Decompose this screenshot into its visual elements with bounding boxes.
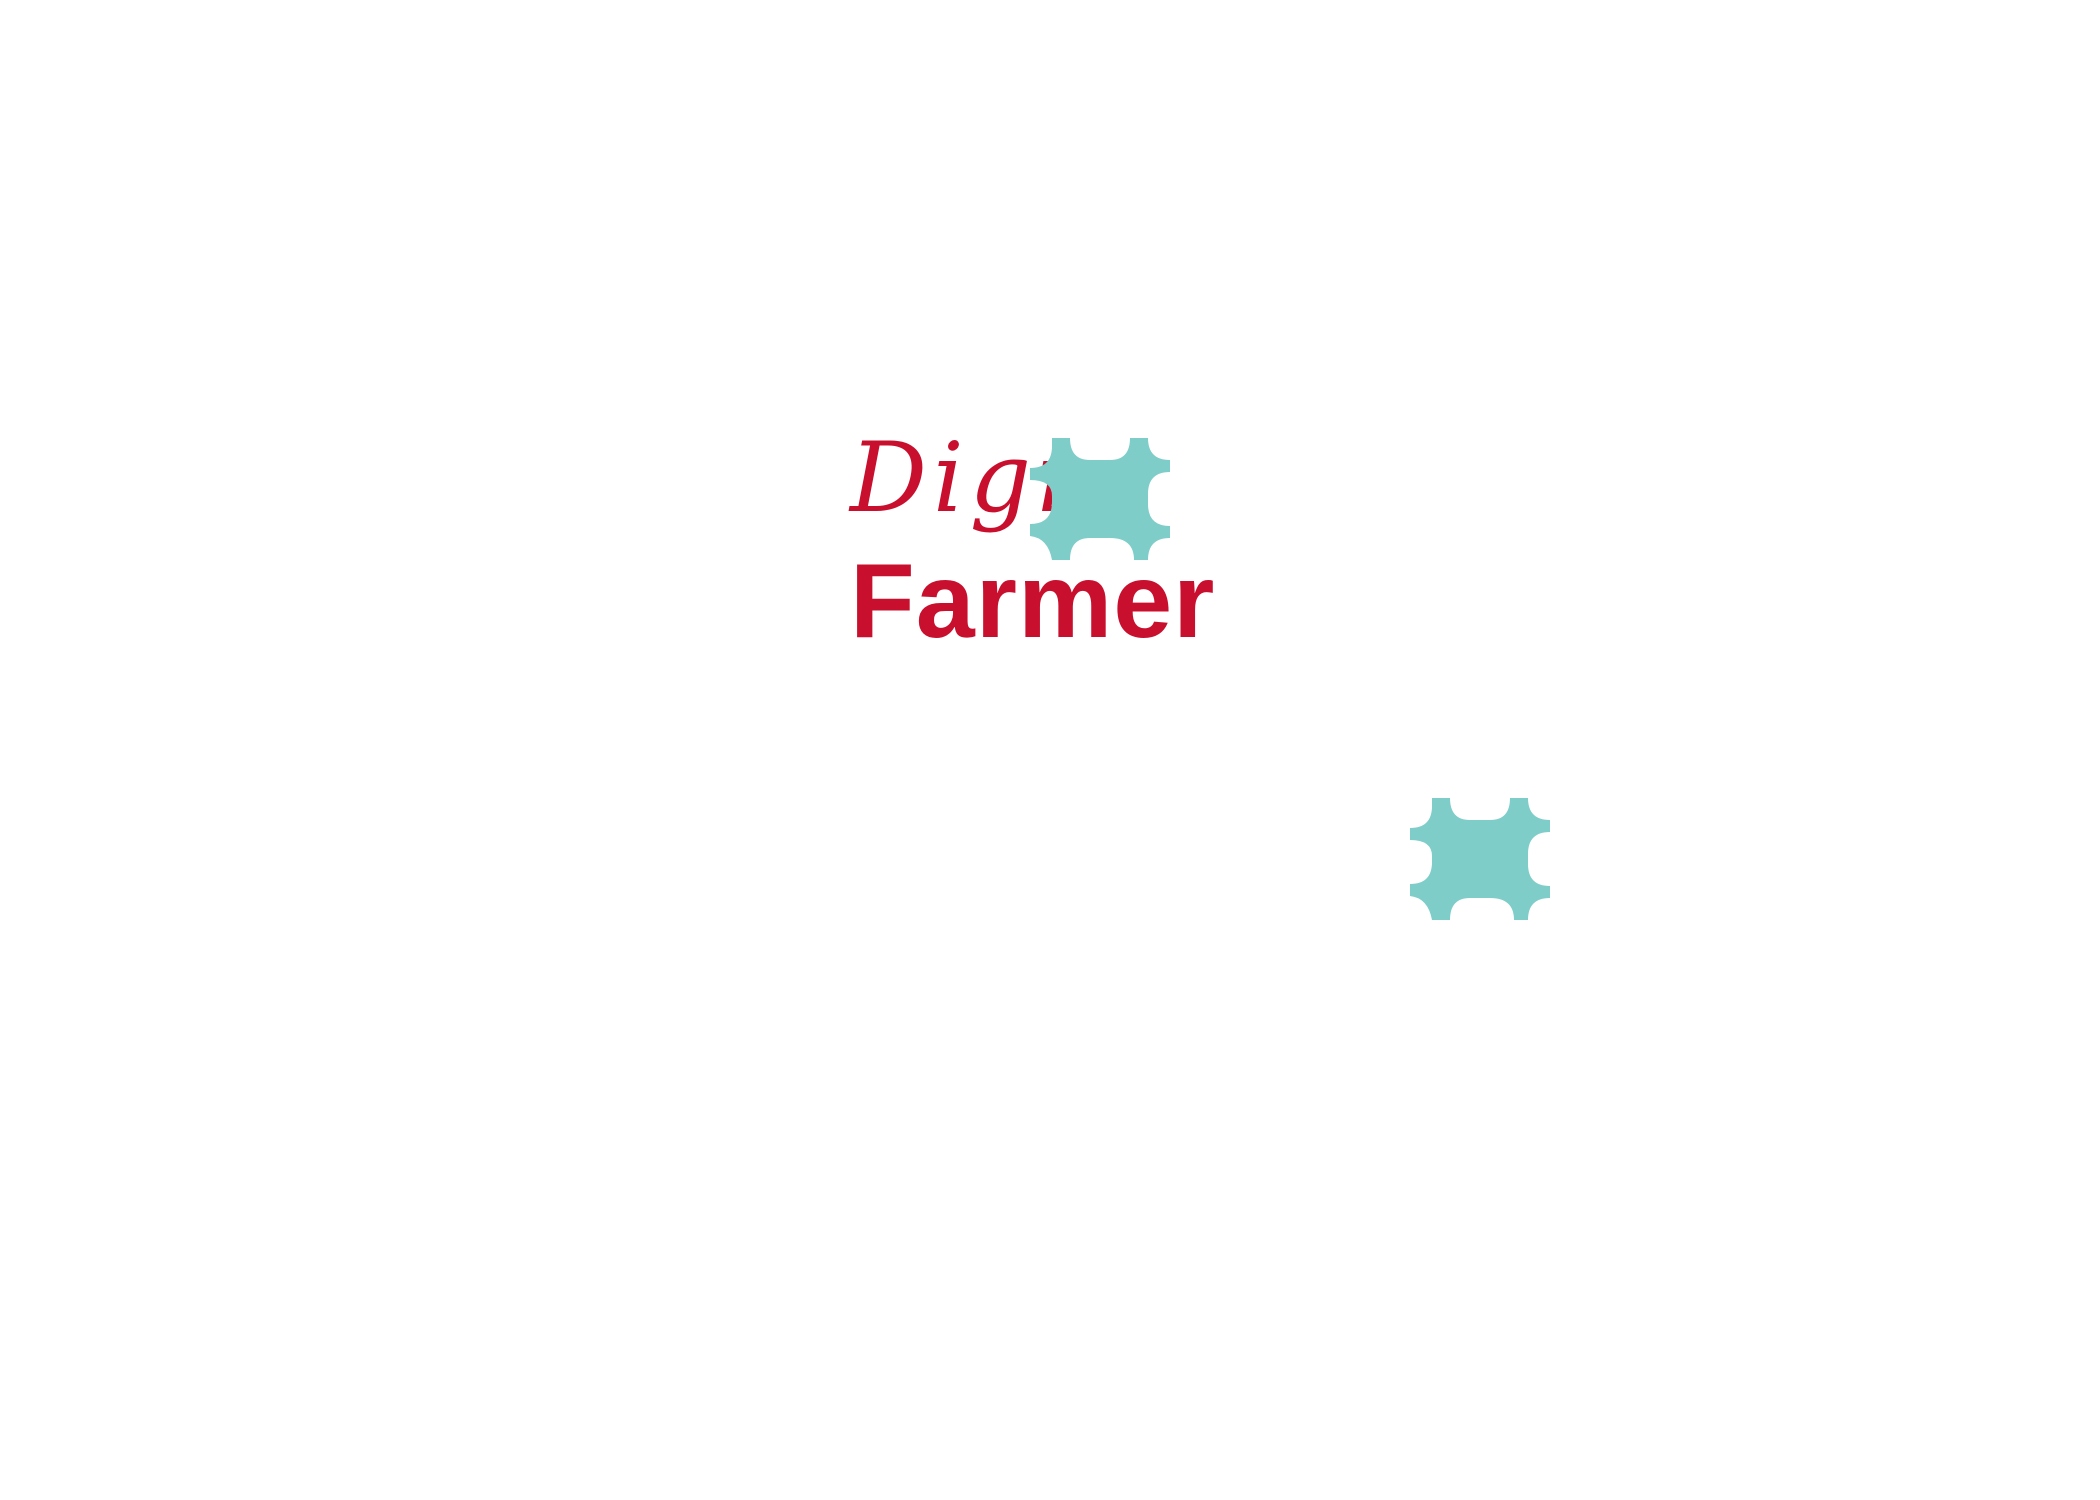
logo-wordmark: Farmer: [850, 542, 1216, 660]
gear-icon: [1030, 438, 1170, 560]
gear-icon: [1410, 798, 1550, 920]
